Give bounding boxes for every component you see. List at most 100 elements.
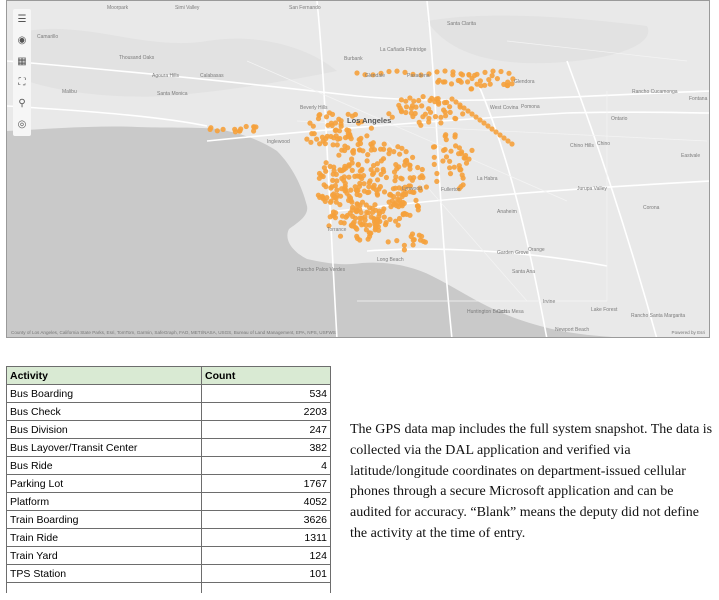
table-row: Train Boarding 3626 bbox=[6, 510, 331, 529]
map-place-label: Moorpark bbox=[107, 5, 129, 11]
gps-point bbox=[321, 182, 327, 188]
map-place-label: Jurupa Valley bbox=[577, 186, 607, 192]
gps-point bbox=[458, 167, 464, 173]
gps-point bbox=[400, 211, 406, 217]
gps-point bbox=[355, 161, 361, 167]
gps-point bbox=[373, 224, 379, 230]
gps-point bbox=[420, 174, 426, 181]
gps-point bbox=[367, 178, 373, 184]
gps-point bbox=[344, 127, 350, 133]
gps-point bbox=[365, 152, 371, 158]
gps-point bbox=[391, 149, 397, 155]
gps-point bbox=[460, 175, 466, 181]
gps-point bbox=[374, 167, 380, 173]
gps-point bbox=[368, 214, 374, 220]
gps-point bbox=[330, 142, 336, 148]
gps-point bbox=[386, 147, 393, 153]
gps-point bbox=[416, 232, 422, 238]
gps-point bbox=[354, 235, 361, 241]
gps-point bbox=[415, 207, 421, 213]
gps-point bbox=[355, 141, 361, 148]
table-row: Train Yard 124 bbox=[6, 546, 331, 565]
gps-point bbox=[389, 114, 395, 120]
gps-point bbox=[393, 162, 399, 168]
gps-point bbox=[373, 187, 379, 193]
map-place-label: Fullerton bbox=[441, 187, 461, 193]
gps-point bbox=[394, 68, 400, 74]
gps-point bbox=[329, 184, 335, 190]
gps-point bbox=[410, 189, 416, 195]
map-place-label: Irvine bbox=[543, 299, 556, 305]
map-place-label: West Covina bbox=[490, 105, 519, 111]
basemap-icon[interactable]: ▦ bbox=[17, 56, 27, 67]
map-toolbar: ☰ ◉ ▦ ⛶ ⚲ ◎ bbox=[13, 9, 31, 136]
gps-point bbox=[457, 102, 463, 108]
table-row: Bus Boarding 534 bbox=[6, 384, 331, 403]
gps-point bbox=[342, 163, 348, 169]
map-place-label: Los Angeles bbox=[347, 116, 392, 125]
activity-cell: Bus Division bbox=[6, 420, 202, 439]
gps-point bbox=[360, 221, 366, 227]
map-place-label: Santa Ana bbox=[512, 269, 536, 275]
gps-point bbox=[378, 158, 384, 164]
fullscreen-icon[interactable]: ⛶ bbox=[18, 77, 26, 88]
gps-point bbox=[351, 219, 357, 225]
map-place-label: Santa Clarita bbox=[447, 21, 476, 27]
search-icon[interactable]: ⚲ bbox=[18, 98, 26, 109]
gps-point bbox=[332, 127, 338, 133]
activity-count-table: Activity Count Bus Boarding 534 Bus Check 2… bbox=[6, 366, 331, 593]
gps-point bbox=[352, 184, 358, 190]
gps-point bbox=[393, 218, 399, 224]
gps-point bbox=[409, 231, 416, 237]
gps-point bbox=[357, 192, 363, 198]
gps-point bbox=[392, 185, 398, 191]
menu-icon[interactable]: ☰ bbox=[17, 14, 27, 25]
gps-point bbox=[338, 193, 344, 199]
gps-point bbox=[376, 213, 382, 220]
powered-by-link[interactable]: Powered by Esri bbox=[671, 330, 705, 335]
locate-icon[interactable]: ◎ bbox=[17, 119, 27, 130]
gps-point bbox=[494, 76, 500, 82]
map-place-label: Pomona bbox=[521, 104, 540, 110]
gps-point bbox=[396, 215, 403, 222]
gps-point bbox=[438, 114, 444, 120]
gps-point bbox=[376, 208, 382, 214]
gps-point bbox=[336, 152, 342, 158]
gps-point bbox=[352, 111, 358, 118]
gps-point bbox=[330, 209, 337, 215]
gps-point bbox=[395, 222, 401, 228]
gps-point bbox=[426, 115, 432, 121]
gps-point bbox=[347, 210, 353, 216]
gps-point bbox=[510, 76, 516, 82]
gps-point bbox=[316, 175, 322, 181]
gps-point bbox=[447, 109, 453, 115]
gps-point bbox=[442, 133, 448, 139]
gps-point bbox=[331, 135, 337, 141]
gps-point bbox=[403, 104, 410, 110]
gps-map[interactable]: ☰ ◉ ▦ ⛶ ⚲ ◎ Moorpark Simi Valley San Ferna… bbox=[6, 0, 710, 338]
gps-point bbox=[458, 71, 464, 77]
gps-point bbox=[337, 135, 343, 142]
gps-point bbox=[238, 126, 244, 132]
gps-point bbox=[402, 158, 408, 164]
gps-point bbox=[430, 144, 437, 150]
gps-point bbox=[448, 81, 455, 87]
gps-point bbox=[447, 171, 454, 177]
activity-cell: TPS Station bbox=[6, 564, 202, 583]
activity-cell: Bus Check bbox=[6, 402, 202, 421]
gps-point bbox=[418, 72, 424, 78]
gps-point bbox=[374, 217, 380, 223]
gps-point bbox=[323, 160, 329, 166]
gps-point bbox=[342, 180, 348, 186]
gps-point bbox=[359, 166, 365, 172]
gps-point bbox=[448, 148, 454, 154]
gps-point bbox=[397, 151, 403, 157]
layers-icon[interactable]: ◉ bbox=[17, 35, 27, 46]
gps-points bbox=[207, 68, 516, 253]
gps-point bbox=[383, 174, 389, 181]
gps-point bbox=[393, 174, 399, 180]
map-place-label: Corona bbox=[643, 205, 660, 211]
gps-point bbox=[359, 119, 365, 125]
gps-point bbox=[361, 188, 367, 194]
gps-point bbox=[474, 71, 480, 77]
